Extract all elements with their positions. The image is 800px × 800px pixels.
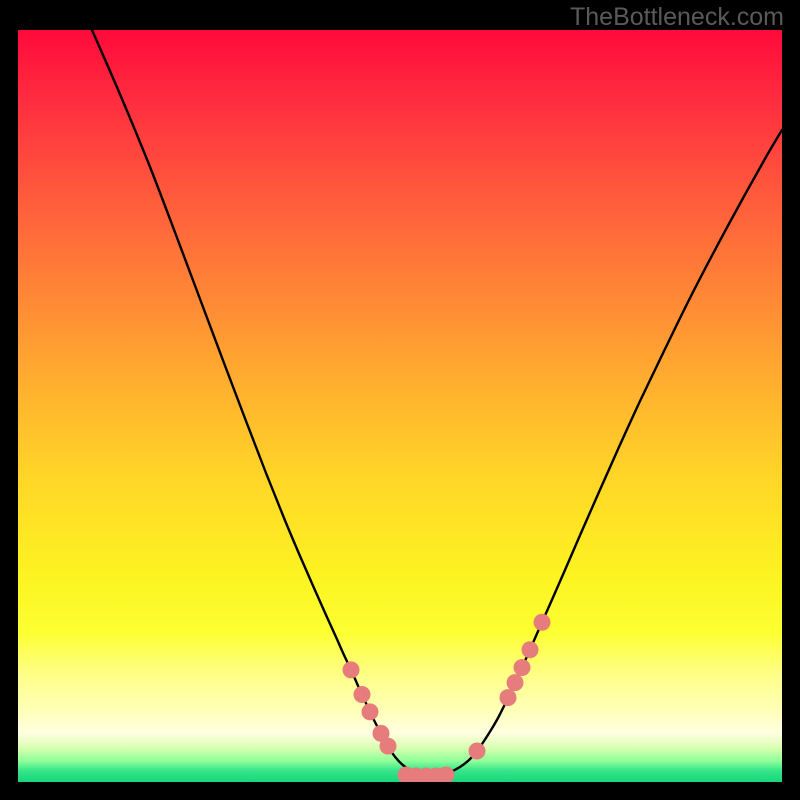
markers-group — [343, 614, 551, 782]
curve-marker — [469, 743, 486, 760]
curve-marker — [380, 738, 397, 755]
bottleneck-curve — [92, 30, 782, 775]
curve-marker — [362, 703, 379, 720]
curve-marker — [343, 661, 360, 678]
chart-root: TheBottleneck.com — [0, 0, 800, 800]
curve-marker — [354, 686, 371, 703]
curve-marker — [507, 674, 524, 691]
curve-marker — [500, 689, 517, 706]
curve-marker — [522, 641, 539, 658]
curve-marker — [514, 659, 531, 676]
watermark-text: TheBottleneck.com — [570, 3, 784, 32]
plot-area — [18, 30, 782, 782]
curve-marker — [534, 614, 551, 631]
curve-layer — [18, 30, 782, 782]
